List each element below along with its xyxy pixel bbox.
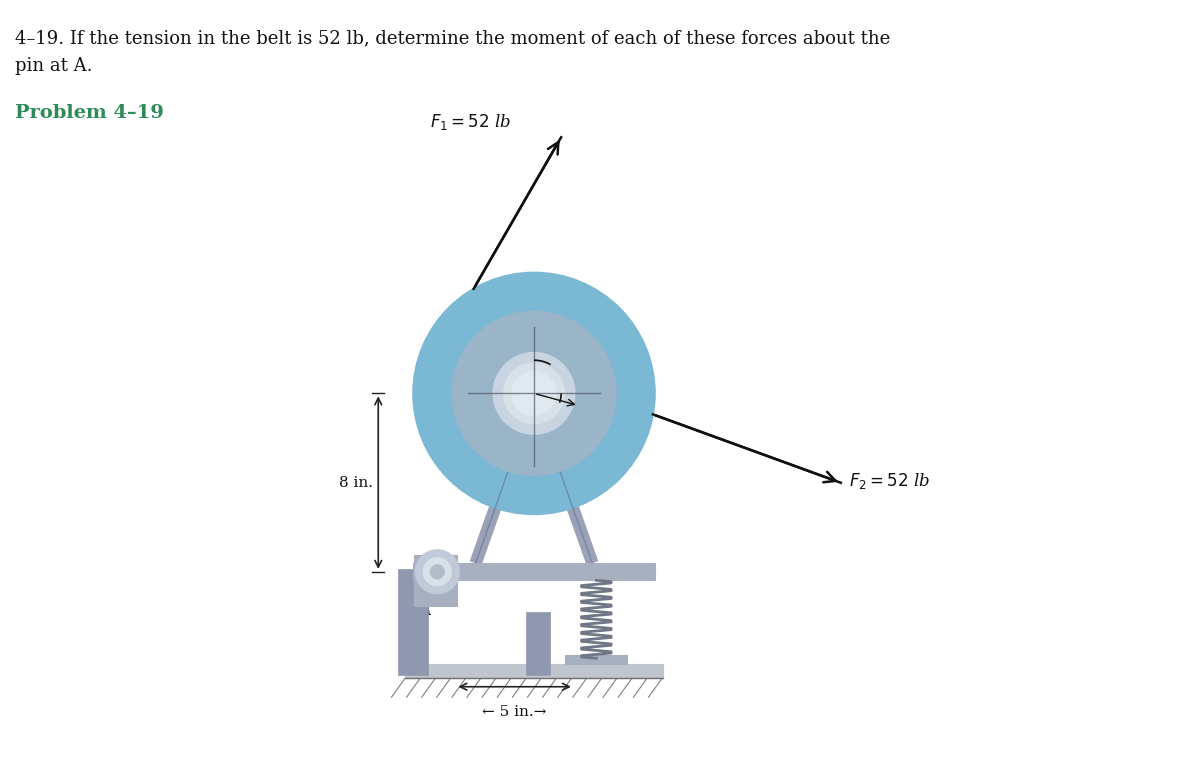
Text: ← 5 in.→: ← 5 in.→ xyxy=(482,705,547,719)
Text: 30°: 30° xyxy=(522,340,550,354)
Bar xyxy=(406,664,662,678)
Circle shape xyxy=(504,363,564,424)
Text: $F_1 = 52$ lb: $F_1 = 52$ lb xyxy=(430,112,511,132)
Text: 8 in.: 8 in. xyxy=(340,476,373,489)
Bar xyxy=(414,555,456,606)
Text: 4–19. If the tension in the belt is 52 lb, determine the moment of each of these: 4–19. If the tension in the belt is 52 l… xyxy=(14,29,890,47)
Text: A: A xyxy=(419,601,431,619)
Circle shape xyxy=(512,372,556,415)
Text: pin at A.: pin at A. xyxy=(14,57,92,75)
Circle shape xyxy=(424,558,451,586)
Text: 6 in.: 6 in. xyxy=(583,397,618,411)
Bar xyxy=(526,612,550,675)
Bar xyxy=(398,569,428,675)
Circle shape xyxy=(413,273,655,514)
Text: Problem 4–19: Problem 4–19 xyxy=(14,104,164,122)
Text: $F_2 = 52$ lb: $F_2 = 52$ lb xyxy=(848,471,930,491)
Circle shape xyxy=(452,312,616,475)
Circle shape xyxy=(415,550,460,594)
Circle shape xyxy=(431,565,444,579)
Text: 20°: 20° xyxy=(548,448,576,462)
Bar xyxy=(413,563,655,580)
Bar xyxy=(565,655,628,664)
Circle shape xyxy=(493,353,575,434)
